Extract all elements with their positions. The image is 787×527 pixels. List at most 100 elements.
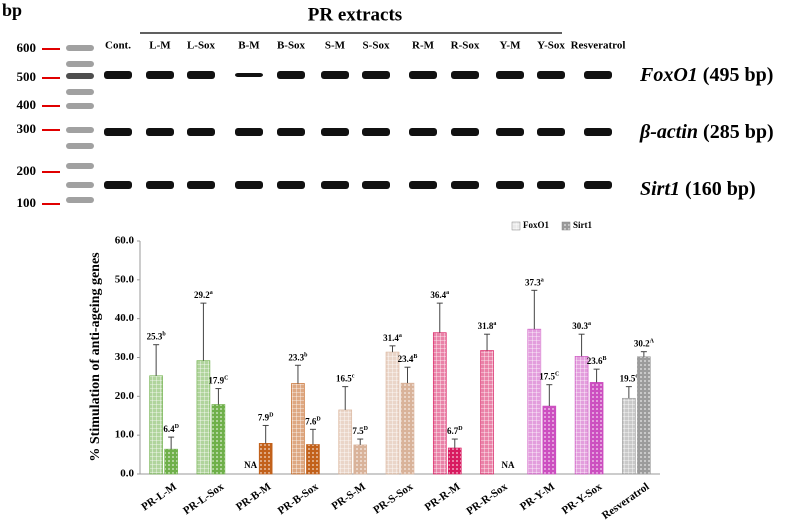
bar — [480, 350, 494, 475]
gel-band — [277, 71, 305, 79]
x-tick-label: PR-B-Sox — [276, 480, 321, 517]
y-tick-label: 50.0 — [115, 273, 135, 285]
gel-band — [409, 128, 437, 136]
x-tick-label: PR-Y-M — [518, 480, 558, 513]
gene-name: β-actin — [639, 121, 698, 143]
ladder-band — [66, 103, 94, 109]
gene-label: Sirt1 (160 bp) — [640, 178, 756, 200]
significance-letter: b — [304, 353, 308, 359]
legend-swatch — [511, 221, 521, 231]
gene-size: (160 bp) — [685, 178, 756, 200]
value-label: 23.4B — [398, 354, 418, 364]
gene-size: (285 bp) — [703, 121, 774, 143]
ladder-label: 600 — [17, 40, 37, 55]
legend-label: FoxO1 — [523, 220, 549, 230]
x-tick-label: Resveratrol — [600, 481, 652, 522]
value-text: 31.8 — [478, 321, 494, 331]
lane-label: R-Sox — [451, 40, 480, 52]
value-label: NA — [502, 460, 515, 470]
value-text: 19.5 — [620, 374, 636, 384]
gel-band — [537, 71, 565, 79]
significance-letter: c — [352, 374, 355, 380]
bar — [258, 443, 273, 475]
x-tick-label: PR-Y-Sox — [560, 480, 605, 517]
gel-band — [451, 71, 479, 79]
value-text: 25.3 — [147, 332, 163, 342]
group-label: PR extracts — [308, 4, 402, 25]
significance-letter: D — [458, 426, 463, 432]
gel-band — [277, 128, 305, 136]
gene-label: β-actin (285 bp) — [639, 121, 774, 143]
unit-label: bp — [2, 0, 22, 20]
significance-letter: C — [224, 376, 228, 382]
gel-band — [146, 181, 174, 189]
gel-band — [235, 128, 263, 136]
value-label: 37.3a — [525, 277, 544, 287]
value-text: 30.2 — [634, 339, 650, 349]
gel-band — [187, 128, 215, 136]
significance-letter: a — [588, 322, 591, 328]
y-tick-label: 40.0 — [115, 312, 135, 324]
gel-band — [496, 181, 524, 189]
ladder-band — [66, 163, 94, 169]
gel-band — [146, 128, 174, 136]
value-text: 36.4 — [430, 290, 446, 300]
value-label: 16.5c — [336, 374, 355, 384]
x-tick-label: PR-L-Sox — [181, 480, 226, 517]
gene-size: (495 bp) — [703, 64, 774, 86]
gel-band — [537, 128, 565, 136]
value-label: 31.4a — [383, 333, 402, 343]
ladder-band — [66, 143, 94, 149]
ladder-label: 300 — [17, 121, 37, 136]
value-text: 7.5 — [352, 426, 364, 436]
value-text: 7.9 — [258, 413, 270, 423]
gene-name: FoxO1 — [639, 64, 698, 86]
bar — [637, 356, 651, 475]
lane-label: Y-M — [500, 40, 522, 52]
gel-band — [104, 181, 132, 189]
value-text: 31.4 — [383, 333, 399, 343]
lane-label: Y-Sox — [537, 40, 565, 52]
x-tick-label: PR-S-M — [329, 480, 368, 512]
bar — [589, 382, 604, 475]
ladder-band — [66, 45, 94, 51]
gel-band — [451, 128, 479, 136]
value-label: 6.4D — [163, 424, 179, 434]
bar — [400, 382, 415, 475]
bar — [149, 375, 163, 475]
gel-band — [277, 181, 305, 189]
y-tick-label: 60.0 — [115, 235, 135, 247]
value-label: 6.7D — [447, 426, 463, 436]
ladder-band — [66, 73, 94, 79]
significance-letter: a — [210, 291, 213, 297]
legend-label: Sirt1 — [573, 220, 592, 230]
x-tick-label: PR-S-Sox — [371, 480, 415, 516]
bar — [447, 447, 462, 475]
value-text: 29.2 — [194, 290, 210, 300]
gel-band — [146, 71, 174, 79]
x-tick-label: PR-B-M — [234, 480, 274, 513]
value-label: 7.5D — [352, 426, 368, 436]
bar — [211, 404, 226, 475]
value-label: 30.3a — [572, 321, 591, 331]
value-label: NA — [244, 460, 257, 470]
bar — [306, 444, 320, 475]
bar — [291, 383, 305, 475]
lane-label: S-M — [325, 40, 346, 52]
x-tick-label: PR-R-M — [423, 480, 463, 513]
value-label: 17.9C — [208, 376, 228, 386]
gel-band — [362, 128, 390, 136]
significance-letter: a — [446, 291, 449, 297]
ladder-label: 200 — [17, 163, 37, 178]
value-text: 16.5 — [336, 374, 352, 384]
value-text: 17.9 — [208, 376, 224, 386]
gel-band — [537, 181, 565, 189]
value-text: 6.7 — [447, 426, 459, 436]
value-label: 29.2a — [194, 290, 213, 300]
value-text: 30.3 — [572, 321, 588, 331]
value-label: 19.5c — [620, 374, 639, 384]
ladder-label: 400 — [17, 97, 37, 112]
value-text: NA — [244, 460, 257, 470]
gel-band — [496, 128, 524, 136]
lane-label: B-M — [238, 40, 260, 52]
